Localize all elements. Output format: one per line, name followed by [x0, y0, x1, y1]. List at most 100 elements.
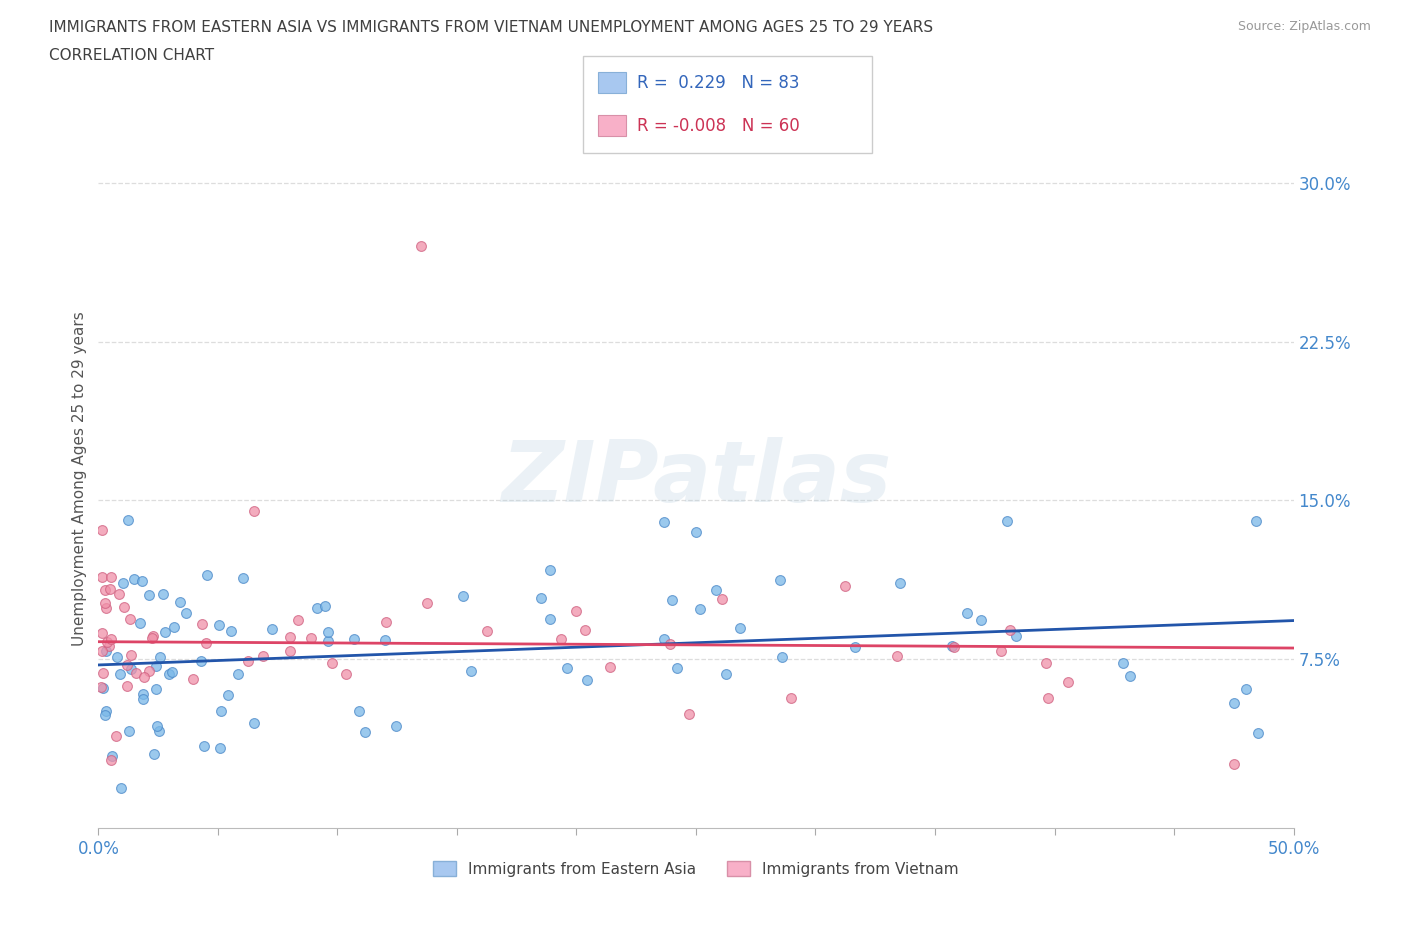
Point	[94, 703, 117, 718]
Point	[416, 595, 439, 610]
Point	[943, 640, 966, 655]
Point	[1247, 725, 1270, 740]
Point	[460, 664, 482, 679]
Point	[101, 749, 124, 764]
Point	[252, 648, 274, 663]
Point	[316, 633, 339, 648]
Point	[321, 656, 343, 671]
Point	[120, 661, 142, 676]
Point	[115, 679, 138, 694]
Point	[163, 619, 186, 634]
Point	[555, 661, 578, 676]
Point	[278, 644, 301, 658]
Point	[190, 654, 212, 669]
Point	[453, 589, 475, 604]
Point	[90, 680, 112, 695]
Point	[730, 621, 752, 636]
Point	[1119, 669, 1142, 684]
Point	[91, 665, 114, 680]
Point	[100, 569, 122, 584]
Point	[193, 738, 215, 753]
Point	[217, 688, 239, 703]
Point	[314, 599, 336, 614]
Point	[678, 706, 700, 721]
Point	[970, 612, 993, 627]
Point	[141, 631, 163, 645]
Point	[956, 605, 979, 620]
Point	[145, 681, 167, 696]
Point	[385, 718, 408, 733]
Point	[219, 623, 242, 638]
Point	[124, 571, 146, 586]
Point	[652, 631, 675, 646]
Point	[94, 582, 117, 597]
Text: R = -0.008   N = 60: R = -0.008 N = 60	[637, 116, 800, 135]
Text: CORRELATION CHART: CORRELATION CHART	[49, 48, 214, 63]
Point	[238, 654, 260, 669]
Point	[91, 681, 114, 696]
Point	[129, 616, 152, 631]
Point	[661, 592, 683, 607]
Point	[117, 513, 139, 528]
Point	[209, 704, 232, 719]
Point	[844, 640, 866, 655]
Y-axis label: Unemployment Among Ages 25 to 29 years: Unemployment Among Ages 25 to 29 years	[72, 312, 87, 646]
Point	[316, 624, 339, 639]
Point	[162, 664, 184, 679]
Point	[550, 632, 572, 647]
Point	[228, 667, 250, 682]
Point	[100, 752, 122, 767]
Point	[148, 724, 170, 738]
Point	[152, 587, 174, 602]
Point	[153, 625, 176, 640]
Point	[90, 523, 112, 538]
Point	[834, 578, 856, 593]
Point	[704, 582, 727, 597]
Point	[149, 650, 172, 665]
Point	[145, 658, 167, 673]
Point	[941, 638, 963, 653]
Point	[278, 630, 301, 644]
Point	[142, 747, 165, 762]
Point	[1244, 513, 1267, 528]
Point	[94, 644, 117, 658]
Point	[142, 629, 165, 644]
Point	[120, 647, 142, 662]
Point	[354, 724, 377, 739]
Point	[208, 741, 231, 756]
Point	[307, 601, 329, 616]
Point	[243, 716, 266, 731]
Point	[564, 604, 586, 618]
Legend: Immigrants from Eastern Asia, Immigrants from Vietnam: Immigrants from Eastern Asia, Immigrants…	[427, 855, 965, 883]
Point	[96, 634, 118, 649]
Text: Source: ZipAtlas.com: Source: ZipAtlas.com	[1237, 20, 1371, 33]
Point	[1035, 656, 1057, 671]
Point	[132, 686, 155, 701]
Point	[780, 690, 803, 705]
Point	[131, 573, 153, 588]
Point	[107, 650, 129, 665]
Point	[100, 631, 122, 646]
Point	[138, 588, 160, 603]
Point	[343, 631, 366, 646]
Point	[97, 638, 120, 653]
Point	[90, 626, 112, 641]
Point	[174, 605, 197, 620]
Point	[115, 658, 138, 672]
Point	[886, 649, 908, 664]
Point	[232, 570, 254, 585]
Point	[1000, 623, 1022, 638]
Point	[538, 611, 561, 626]
Point	[287, 613, 309, 628]
Point	[711, 591, 734, 606]
Point	[120, 612, 142, 627]
Point	[132, 669, 155, 684]
Point	[195, 635, 218, 650]
Point	[90, 570, 112, 585]
Point	[110, 667, 132, 682]
Point	[94, 708, 117, 723]
Point	[530, 591, 553, 605]
Point	[299, 631, 322, 645]
Point	[104, 728, 127, 743]
Point	[685, 525, 707, 539]
